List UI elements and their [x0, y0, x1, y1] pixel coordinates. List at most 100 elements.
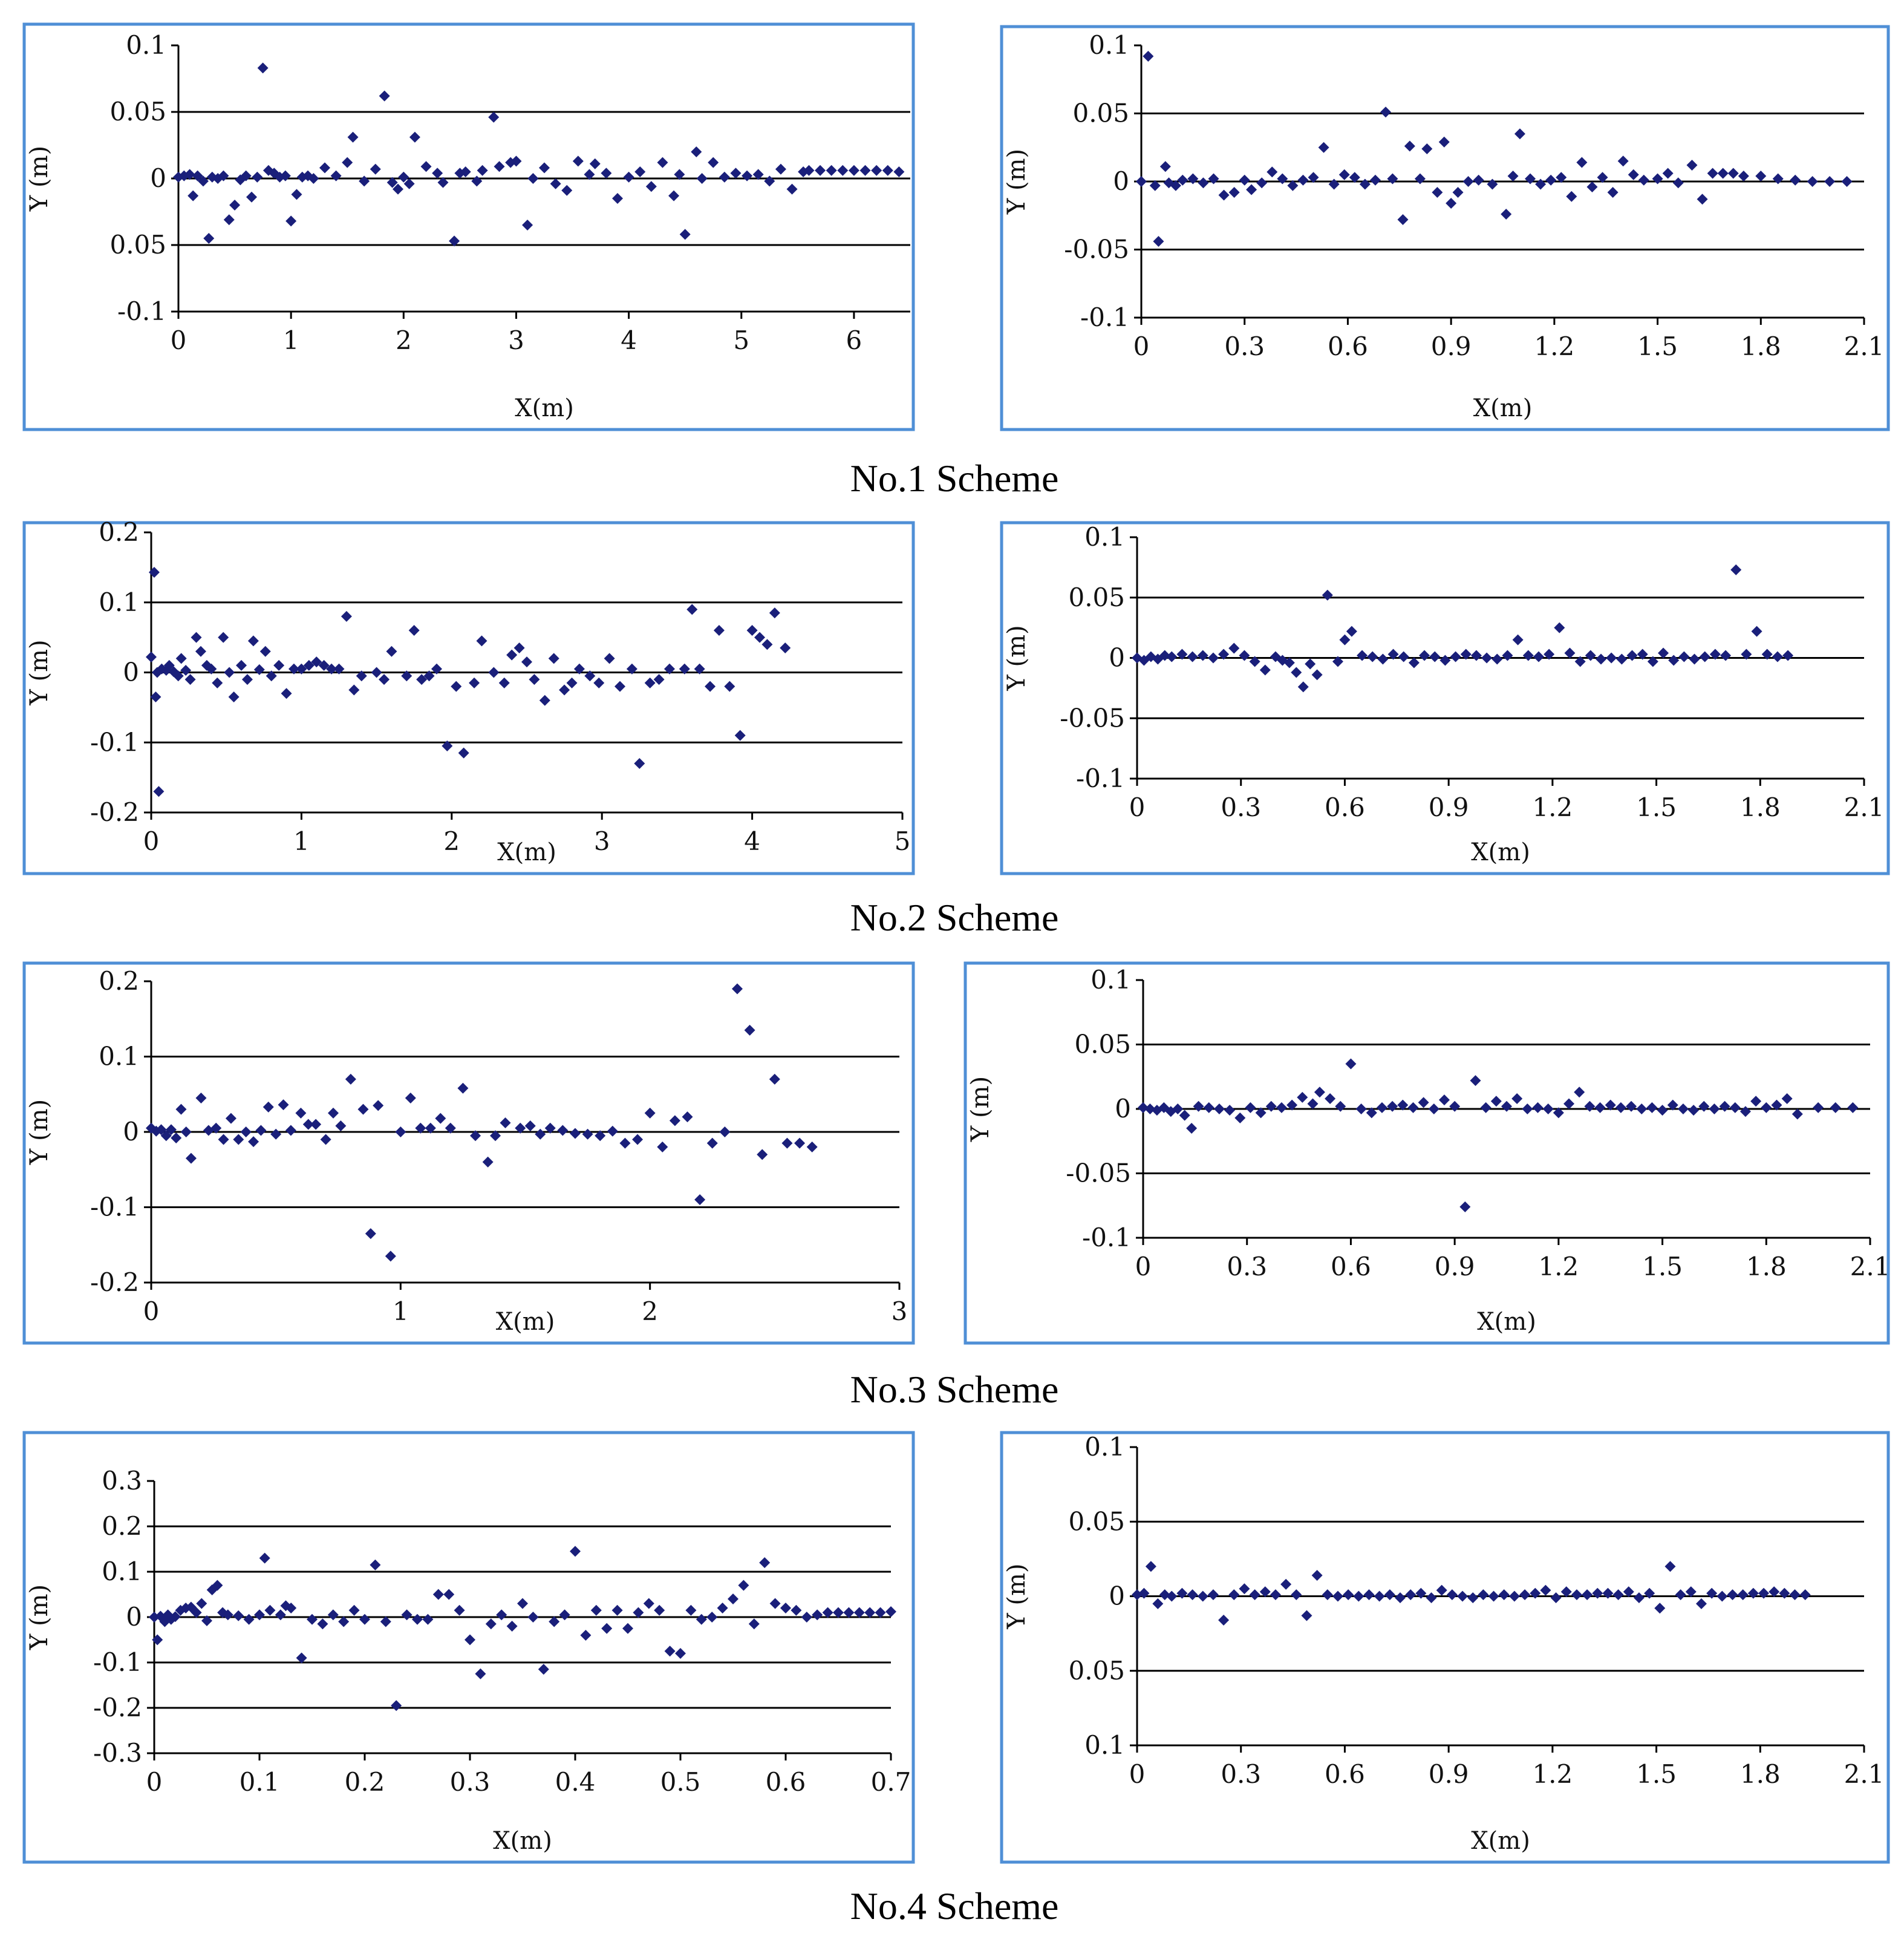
- data-point: [1172, 1103, 1184, 1114]
- data-point: [1153, 236, 1164, 247]
- x-tick-label: 0: [1133, 332, 1150, 361]
- data-point: [259, 1552, 270, 1564]
- data-point: [706, 1612, 718, 1623]
- x-tick-label: 0: [1135, 1252, 1152, 1281]
- data-point: [593, 677, 605, 688]
- data-point: [403, 178, 415, 189]
- data-point: [1824, 176, 1836, 187]
- data-point: [1149, 180, 1161, 191]
- data-point: [657, 1141, 668, 1152]
- data-point: [1699, 651, 1710, 662]
- data-point: [1841, 176, 1853, 187]
- data-point: [1689, 653, 1700, 665]
- data-point: [172, 670, 184, 682]
- data-point: [192, 170, 203, 181]
- data-point: [1582, 1589, 1593, 1601]
- data-point: [1311, 1569, 1323, 1581]
- data-point: [401, 670, 412, 682]
- data-point: [1322, 589, 1333, 601]
- x-tick-label: 1.8: [1740, 793, 1781, 822]
- data-point: [206, 663, 217, 675]
- x-tick-label: 0.6: [766, 1767, 806, 1797]
- data-point: [1507, 171, 1519, 181]
- data-point: [744, 1024, 755, 1036]
- x-tick-label: 1: [293, 826, 310, 856]
- data-point: [566, 677, 578, 688]
- data-point: [1387, 649, 1399, 660]
- data-point: [1662, 168, 1674, 179]
- data-point: [443, 1589, 455, 1600]
- data-point: [1187, 1589, 1198, 1601]
- data-point: [240, 170, 252, 181]
- data-point: [1297, 681, 1309, 693]
- y-tick-label: -0.05: [1066, 1159, 1131, 1188]
- x-tick-label: 3: [508, 325, 524, 355]
- data-point: [521, 656, 532, 668]
- chart-frame: [1000, 1431, 1890, 1864]
- data-point: [275, 1609, 286, 1621]
- data-point: [1606, 652, 1617, 664]
- data-point: [1720, 650, 1732, 661]
- data-point: [815, 165, 826, 176]
- y-tick-label: -0.2: [93, 1693, 142, 1722]
- data-point: [734, 730, 746, 741]
- y-tick-label: -0.2: [90, 1267, 139, 1297]
- x-tick-label: 4: [744, 826, 760, 856]
- data-point: [1395, 1592, 1406, 1603]
- data-point: [535, 1128, 546, 1140]
- data-point: [1335, 1100, 1346, 1112]
- x-tick-label: 4: [621, 325, 637, 355]
- y-tick-label: 0.2: [99, 517, 139, 547]
- data-point: [1741, 649, 1752, 660]
- data-point: [550, 178, 561, 189]
- x-tick-label: 1.8: [1740, 1759, 1781, 1789]
- y-axis-title: Y (m): [1003, 625, 1031, 691]
- data-point: [1488, 1590, 1499, 1602]
- data-point: [458, 747, 469, 759]
- y-tick-label: 0.05: [109, 97, 166, 126]
- chart-panel: -0.1 -0.05 0 0.05 0.1 0 0.3 0.6 0.9 1.2 1.5 1.8 2.1 X…: [1000, 521, 1890, 875]
- data-point: [1297, 1091, 1308, 1103]
- data-point: [705, 681, 716, 692]
- data-point: [1249, 1589, 1260, 1601]
- data-point: [1550, 1592, 1562, 1603]
- data-point: [1584, 1100, 1596, 1112]
- data-point: [432, 1589, 444, 1600]
- data-point: [1758, 1587, 1770, 1599]
- data-point: [1585, 650, 1596, 661]
- x-tick-label: 2.1: [1850, 1252, 1891, 1281]
- data-point: [412, 1613, 423, 1625]
- data-point: [330, 170, 342, 181]
- x-tick-label: 0: [171, 325, 187, 355]
- x-tick-label: 0.9: [1429, 793, 1469, 822]
- data-point: [338, 1616, 350, 1627]
- data-point: [1176, 1587, 1188, 1599]
- data-point: [674, 169, 685, 180]
- data-point: [769, 607, 780, 619]
- data-point: [527, 173, 539, 184]
- data-points: [146, 983, 818, 1262]
- data-points: [173, 62, 905, 247]
- data-point: [1301, 1610, 1312, 1621]
- x-tick-label: 1.5: [1636, 1759, 1677, 1789]
- data-point: [1277, 173, 1288, 185]
- data-point: [1623, 1586, 1634, 1598]
- x-tick-label: 0.6: [1325, 1759, 1365, 1789]
- data-point: [380, 1616, 391, 1627]
- data-point: [201, 1615, 212, 1626]
- data-point: [241, 674, 253, 685]
- data-point: [442, 740, 453, 752]
- y-tick-label: 0.1: [1089, 30, 1129, 60]
- data-point: [146, 652, 157, 663]
- x-tick-label: 5: [895, 826, 911, 856]
- data-point: [285, 215, 297, 227]
- data-point: [1418, 1097, 1429, 1108]
- data-point: [668, 190, 680, 201]
- y-axis-title: Y (m): [967, 1076, 994, 1142]
- data-point: [1387, 173, 1398, 185]
- data-point: [1449, 1100, 1461, 1112]
- y-tick-label: -0.1: [1080, 302, 1129, 332]
- data-point: [445, 1122, 456, 1134]
- data-point: [1612, 1589, 1624, 1601]
- data-point: [1197, 650, 1208, 661]
